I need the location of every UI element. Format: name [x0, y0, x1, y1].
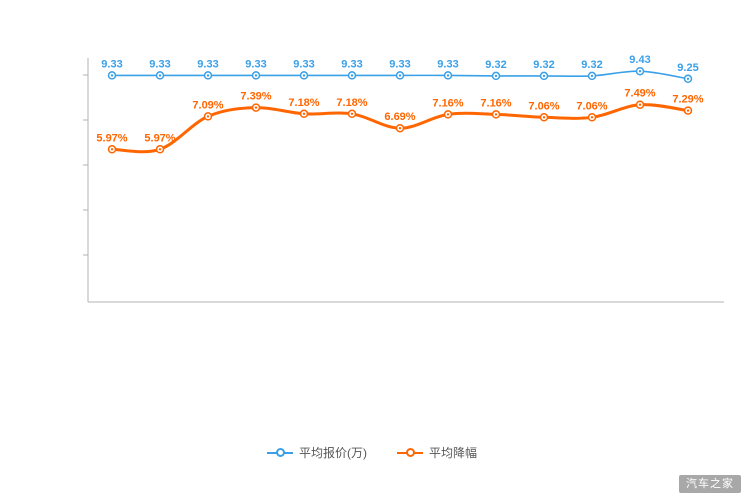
avg-price-legend-marker-icon	[266, 447, 293, 458]
data-label: 5.97%	[144, 132, 175, 144]
data-point-dot	[158, 148, 162, 151]
data-label: 9.43	[629, 54, 650, 66]
data-point-dot	[446, 74, 450, 77]
data-label: 7.29%	[672, 94, 703, 106]
data-label: 9.33	[149, 58, 170, 70]
data-point-dot	[638, 70, 642, 73]
watermark: 汽车之家	[679, 475, 741, 493]
data-point-dot	[590, 74, 594, 78]
data-point-dot	[686, 77, 690, 81]
data-label: 7.16%	[480, 97, 511, 109]
data-point-dot	[398, 127, 402, 130]
data-label: 9.33	[101, 58, 122, 70]
data-point-dot	[494, 113, 498, 116]
data-point-dot	[254, 74, 258, 77]
data-label: 9.33	[245, 58, 266, 70]
avg-discount-legend-marker-icon	[396, 447, 423, 458]
data-point-dot	[590, 116, 594, 119]
data-label: 7.16%	[432, 97, 463, 109]
legend-label-avg-price: 平均报价(万)	[298, 446, 367, 460]
data-label: 9.25	[677, 62, 698, 74]
data-label: 6.69%	[384, 111, 415, 123]
data-label: 9.33	[341, 58, 362, 70]
data-point-dot	[542, 74, 546, 78]
data-point-dot	[398, 74, 402, 77]
data-label: 9.33	[197, 58, 218, 70]
data-label: 9.32	[485, 59, 506, 71]
legend-label-avg-discount: 平均降幅	[428, 446, 477, 460]
legend-item-avg-discount[interactable]: 平均降幅	[396, 444, 477, 461]
data-label: 7.09%	[192, 99, 223, 111]
data-label: 7.49%	[624, 88, 655, 100]
data-point-dot	[110, 74, 114, 77]
data-point-dot	[686, 109, 690, 112]
data-point-dot	[350, 112, 354, 116]
data-point-dot	[446, 113, 450, 116]
data-label: 7.18%	[336, 97, 367, 109]
data-point-dot	[206, 74, 210, 77]
data-label: 9.33	[293, 58, 314, 70]
data-label: 9.33	[389, 58, 410, 70]
legend-item-avg-price[interactable]: 平均报价(万)	[266, 444, 367, 461]
data-point-dot	[254, 106, 258, 109]
data-label: 9.32	[533, 59, 554, 71]
data-label: 9.32	[581, 59, 602, 71]
data-label: 7.06%	[528, 100, 559, 112]
data-label: 9.33	[437, 58, 458, 70]
data-point-dot	[206, 115, 210, 118]
data-point-dot	[302, 74, 306, 77]
data-label: 7.18%	[288, 97, 319, 109]
data-label: 7.39%	[240, 91, 271, 103]
data-point-dot	[542, 116, 546, 119]
data-point-dot	[158, 74, 162, 77]
data-label: 5.97%	[96, 132, 127, 144]
data-point-dot	[110, 148, 114, 151]
chart-legend: 平均报价(万) 平均降幅	[0, 444, 744, 461]
data-point-dot	[350, 74, 354, 77]
data-point-dot	[638, 103, 642, 106]
data-point-dot	[302, 112, 306, 116]
data-label: 7.06%	[576, 100, 607, 112]
data-point-dot	[494, 74, 498, 78]
